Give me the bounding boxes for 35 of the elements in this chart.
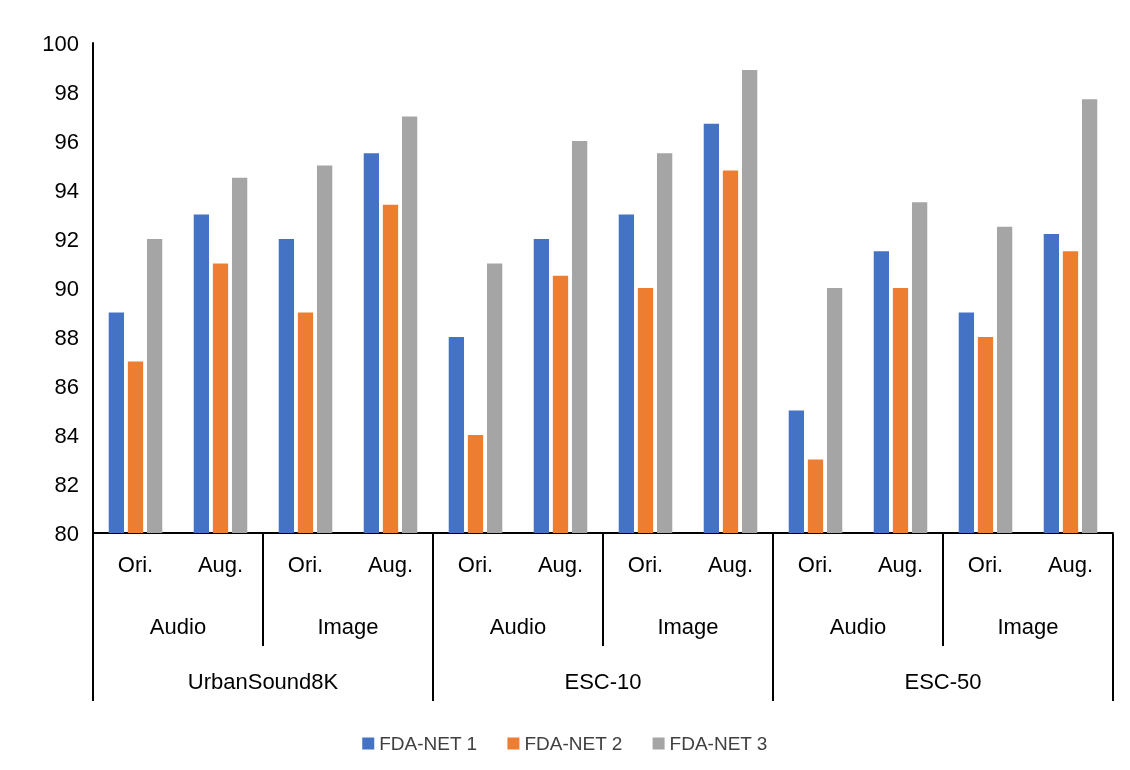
y-tick-label: 96 xyxy=(54,128,79,154)
y-tick-label: 90 xyxy=(54,275,79,301)
y-tick-label: 100 xyxy=(42,30,79,56)
legend-label: FDA-NET 2 xyxy=(524,733,623,754)
y-tick-label: 84 xyxy=(54,422,79,448)
x-tick-label: Ori. xyxy=(797,551,834,577)
x-tick-label: Ori. xyxy=(287,551,324,577)
text: UrbanSound8K xyxy=(187,668,339,694)
x-tick-label: Aug. xyxy=(197,551,244,577)
legend-label: FDA-NET 1 xyxy=(379,733,478,754)
y-tick-label: 80 xyxy=(54,520,79,546)
y-tick-label: 98 xyxy=(54,79,79,105)
text: Image xyxy=(317,613,379,639)
text: ESC-10 xyxy=(564,668,642,694)
x-tick-label: Aug. xyxy=(537,551,584,577)
x-tick-label: Aug. xyxy=(877,551,924,577)
x-tick-label: Ori. xyxy=(457,551,494,577)
y-tick-label: 92 xyxy=(54,226,79,252)
text: Image xyxy=(997,613,1059,639)
x-tick-label: Aug. xyxy=(367,551,414,577)
x-tick-label: Ori. xyxy=(117,551,154,577)
x-tick-label: Ori. xyxy=(967,551,1004,577)
text: Audio xyxy=(149,613,207,639)
y-tick-label: 82 xyxy=(54,471,79,497)
x-tick-label: Ori. xyxy=(627,551,664,577)
text: Audio xyxy=(829,613,887,639)
text: Audio xyxy=(489,613,547,639)
text: Image xyxy=(657,613,719,639)
y-tick-label: 88 xyxy=(54,324,79,350)
x-tick-label: Aug. xyxy=(707,551,754,577)
y-tick-label: 94 xyxy=(54,177,79,203)
y-tick-label: 86 xyxy=(54,373,79,399)
x-tick-label: Aug. xyxy=(1047,551,1094,577)
legend-label: FDA-NET 3 xyxy=(669,733,768,754)
text: ESC-50 xyxy=(904,668,982,694)
